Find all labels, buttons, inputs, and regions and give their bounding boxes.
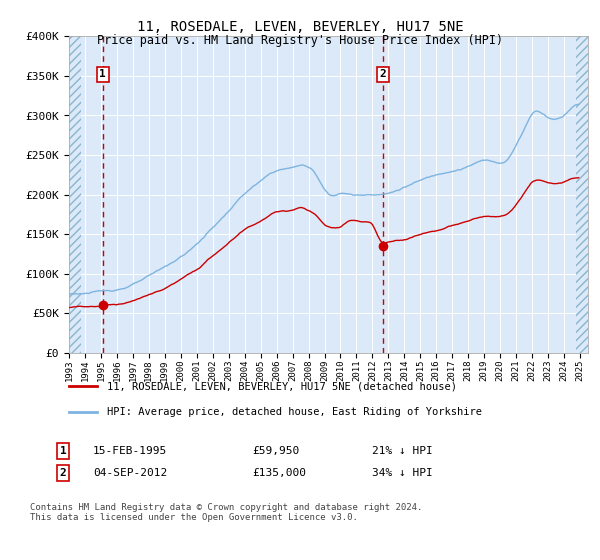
Text: 2: 2: [59, 468, 67, 478]
Text: 11, ROSEDALE, LEVEN, BEVERLEY, HU17 5NE (detached house): 11, ROSEDALE, LEVEN, BEVERLEY, HU17 5NE …: [107, 381, 457, 391]
Text: 1: 1: [59, 446, 67, 456]
Text: 1: 1: [100, 69, 106, 80]
Text: 2: 2: [380, 69, 386, 80]
Text: Contains HM Land Registry data © Crown copyright and database right 2024.
This d: Contains HM Land Registry data © Crown c…: [30, 503, 422, 522]
Text: 04-SEP-2012: 04-SEP-2012: [93, 468, 167, 478]
Text: HPI: Average price, detached house, East Riding of Yorkshire: HPI: Average price, detached house, East…: [107, 407, 482, 417]
Text: Price paid vs. HM Land Registry's House Price Index (HPI): Price paid vs. HM Land Registry's House …: [97, 34, 503, 46]
Text: 21% ↓ HPI: 21% ↓ HPI: [372, 446, 433, 456]
Bar: [69, 36, 81, 353]
Text: 15-FEB-1995: 15-FEB-1995: [93, 446, 167, 456]
Text: 34% ↓ HPI: 34% ↓ HPI: [372, 468, 433, 478]
Bar: [576, 36, 588, 353]
Text: 11, ROSEDALE, LEVEN, BEVERLEY, HU17 5NE: 11, ROSEDALE, LEVEN, BEVERLEY, HU17 5NE: [137, 20, 463, 34]
Text: £59,950: £59,950: [252, 446, 299, 456]
Text: £135,000: £135,000: [252, 468, 306, 478]
